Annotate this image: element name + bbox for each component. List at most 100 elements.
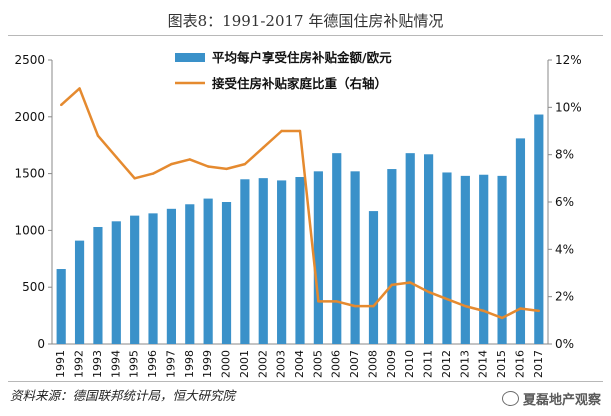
x-tick-label: 2002 [256, 350, 269, 378]
x-tick-label: 2014 [477, 350, 490, 378]
bar-2015 [497, 175, 507, 344]
line-point-1998 [188, 158, 191, 161]
line-point-1996 [151, 172, 155, 175]
line-point-1995 [133, 177, 136, 180]
bar-2007 [350, 171, 360, 344]
x-tick-label: 2007 [348, 350, 361, 378]
legend-bar-swatch [175, 53, 205, 62]
bar-1992 [74, 240, 85, 344]
x-tick-label: 1993 [91, 350, 104, 378]
bar-2006 [332, 153, 342, 344]
y-left-tick-label: 2500 [14, 53, 45, 67]
line-point-2007 [353, 304, 357, 308]
x-tick-label: 1991 [54, 350, 67, 378]
x-tick-label: 1994 [109, 350, 122, 378]
line-point-2008 [372, 304, 375, 308]
bar-2014 [479, 174, 489, 344]
title-divider [8, 35, 603, 36]
bar-2009 [387, 169, 397, 344]
watermark: 夏磊地产观察 [501, 389, 601, 408]
y-right-tick-label: 4% [555, 242, 574, 256]
y-right-tick-label: 2% [555, 290, 574, 304]
bar-1995 [130, 215, 140, 344]
x-tick-label: 2005 [311, 350, 324, 378]
line-point-2012 [445, 297, 449, 301]
bar-2013 [460, 175, 470, 344]
line-point-2006 [335, 300, 338, 303]
bar-1993 [93, 226, 103, 344]
bar-2010 [405, 153, 415, 344]
bar-1991 [56, 269, 66, 344]
y-left-tick-label: 0 [37, 337, 45, 351]
line-point-2015 [500, 316, 504, 320]
x-tick-label: 2012 [440, 350, 453, 378]
x-tick-label: 2000 [220, 350, 233, 378]
bar-2008 [368, 211, 379, 344]
line-point-2009 [390, 283, 394, 287]
bar-2004 [295, 177, 305, 344]
line-point-2017 [537, 309, 541, 313]
x-tick-label: 1999 [201, 350, 214, 378]
bar-2001 [240, 179, 250, 344]
x-tick-label: 2013 [458, 350, 471, 378]
y-right-tick-label: 0% [555, 337, 574, 351]
x-tick-label: 2015 [495, 350, 508, 378]
x-tick-label: 2008 [366, 350, 379, 378]
x-tick-label: 1992 [73, 350, 86, 378]
source-note: 资料来源：德国联邦统计局，恒大研究院 [10, 388, 236, 403]
y-right-tick-label: 8% [555, 148, 574, 162]
x-tick-label: 2010 [403, 350, 416, 378]
source-divider [8, 381, 603, 382]
line-point-2013 [464, 304, 467, 308]
y-right-tick-label: 10% [555, 100, 582, 114]
line-point-2001 [243, 162, 247, 166]
x-tick-label: 1996 [146, 350, 159, 378]
line-point-2000 [225, 167, 228, 171]
line-point-1994 [115, 155, 118, 159]
line-point-2004 [298, 129, 302, 133]
x-tick-label: 1997 [164, 350, 177, 378]
legend-line-label: 接受住房补贴家庭比重（右轴） [212, 76, 387, 91]
line-point-2011 [427, 290, 430, 294]
line-point-1992 [78, 87, 81, 90]
bar-1994 [111, 221, 121, 344]
y-left-tick-label: 1500 [14, 167, 45, 181]
bar-1996 [148, 213, 158, 344]
bar-1999 [203, 198, 213, 344]
x-tick-label: 2003 [275, 350, 288, 378]
x-tick-label: 2006 [330, 350, 343, 378]
wechat-icon [501, 391, 519, 406]
bar-2016 [515, 138, 526, 344]
line-point-1993 [96, 134, 100, 137]
y-left-tick-label: 1000 [14, 223, 45, 237]
line-point-2014 [482, 309, 485, 313]
y-right-tick-label: 6% [555, 195, 574, 209]
bar-2017 [534, 114, 544, 344]
line-point-2010 [409, 281, 412, 284]
bar-2005 [313, 171, 323, 344]
y-right-tick-label: 12% [555, 53, 582, 67]
bar-2002 [258, 178, 268, 344]
bar-1998 [185, 204, 195, 344]
x-tick-label: 1995 [128, 350, 141, 378]
legend-bar-label: 平均每户享受住房补贴金额/欧元 [212, 50, 392, 65]
y-left-tick-label: 500 [22, 280, 45, 294]
bar-2012 [442, 172, 452, 344]
watermark-text: 夏磊地产观察 [522, 393, 601, 408]
line-point-1999 [206, 165, 210, 168]
x-tick-label: 2004 [293, 350, 306, 378]
x-tick-label: 1998 [183, 350, 196, 378]
x-tick-label: 2011 [422, 350, 435, 378]
x-tick-label: 2017 [532, 350, 545, 378]
figure-title: 图表8：1991-2017 年德国住房补贴情况 [167, 12, 444, 30]
line-point-2002 [262, 146, 265, 149]
bar-2000 [221, 202, 232, 344]
y-left-tick-label: 2000 [14, 110, 45, 124]
line-point-2016 [519, 307, 522, 310]
line-point-1997 [170, 162, 173, 166]
x-tick-label: 2016 [513, 350, 526, 378]
bar-2003 [277, 180, 287, 344]
bar-1997 [166, 208, 176, 344]
bar-2011 [424, 154, 434, 344]
